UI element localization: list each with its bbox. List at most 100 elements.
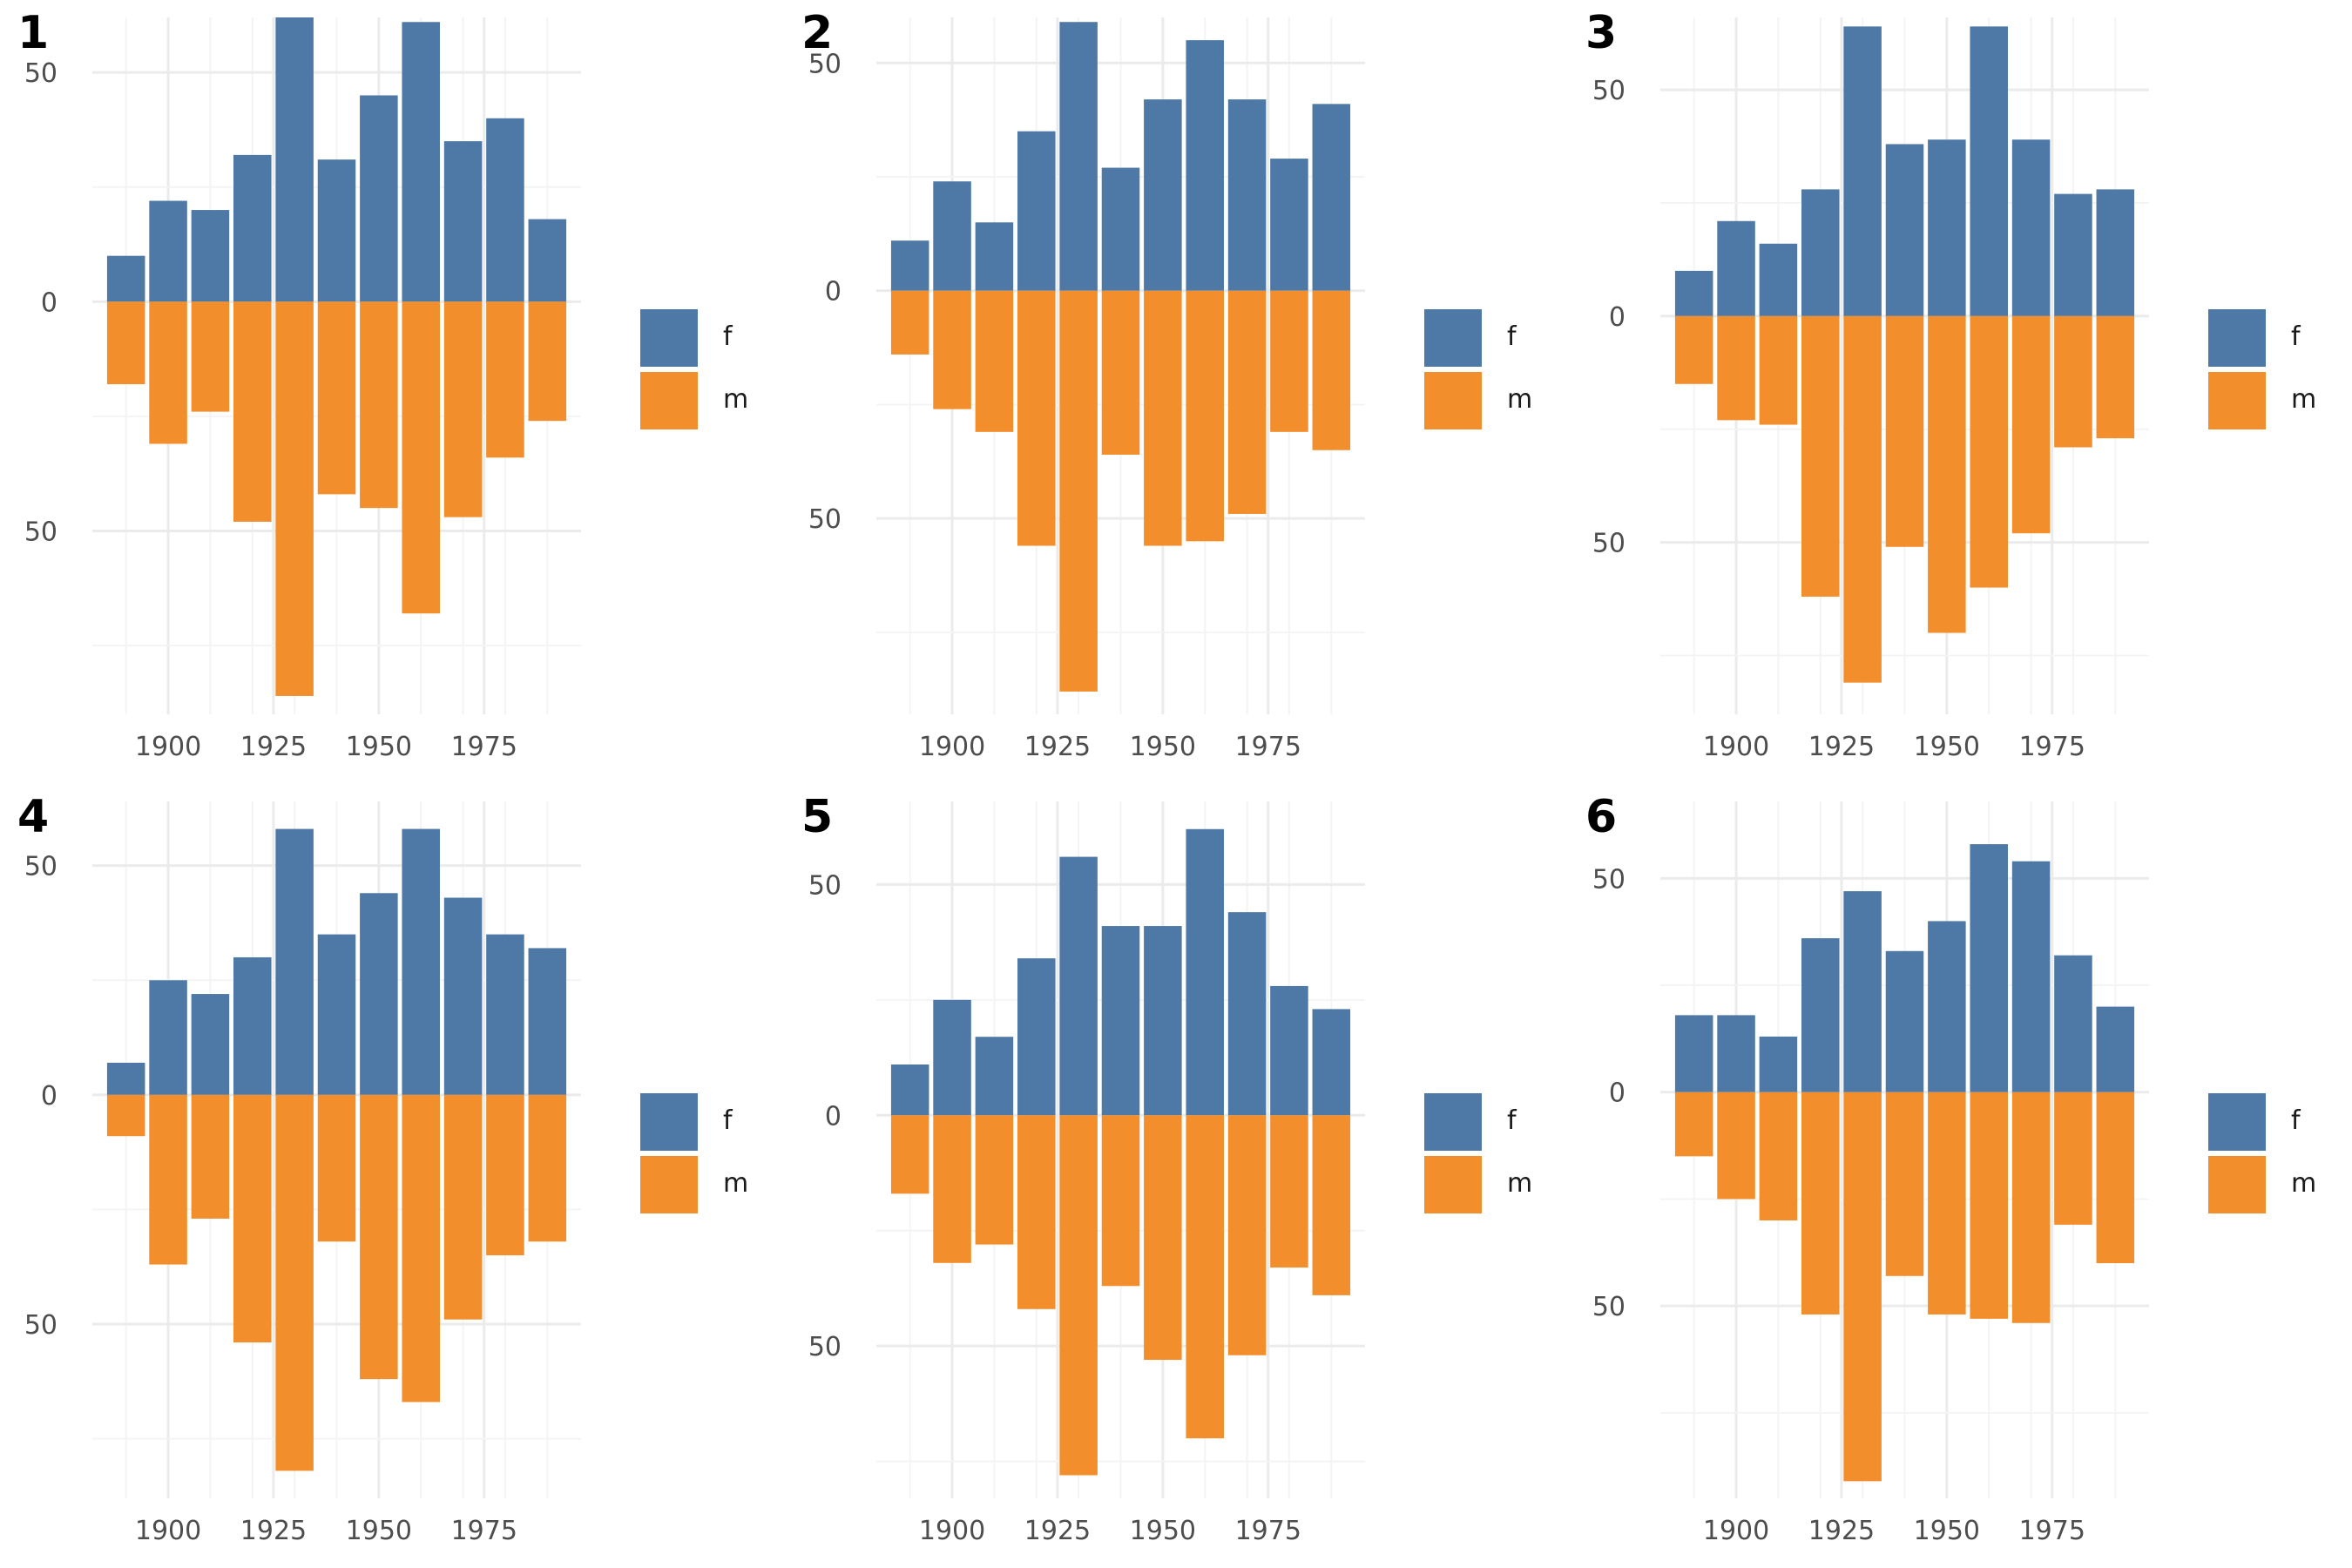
- bar-f: [1101, 926, 1140, 1116]
- bar-f: [1186, 828, 1224, 1116]
- bar-m: [975, 290, 1014, 432]
- bar-m: [1801, 1092, 1840, 1315]
- bar-f: [2054, 955, 2092, 1092]
- bar-f: [1717, 220, 1755, 316]
- bar-f: [1759, 243, 1798, 316]
- bar-m: [2011, 1092, 2051, 1323]
- bar-m: [1970, 315, 2008, 588]
- bar-f: [1970, 26, 2008, 316]
- legend-label-m: m: [723, 384, 749, 415]
- bar-f: [191, 994, 230, 1095]
- bar-f: [1928, 139, 1966, 316]
- chart-panel-6: 50 0 50 1900 1925 1950 1975 6 f m: [1568, 784, 2352, 1568]
- bar-m: [1717, 315, 1755, 421]
- bar-m: [1674, 1092, 1713, 1157]
- bar-m: [275, 301, 314, 696]
- bar-m: [402, 1094, 440, 1402]
- panel-tag: 2: [801, 7, 834, 59]
- x-tick-label: 1950: [1914, 1516, 1980, 1546]
- bar-m: [1144, 290, 1182, 546]
- legend-key-m: [640, 372, 698, 429]
- x-tick-label: 1925: [1808, 732, 1875, 762]
- bar-m: [1059, 1115, 1098, 1476]
- bar-f: [1227, 912, 1267, 1116]
- bar-f: [528, 219, 567, 302]
- bar-f: [933, 181, 971, 291]
- legend-label-m: m: [2291, 384, 2317, 415]
- bar-f: [275, 828, 314, 1095]
- bar-f: [933, 999, 971, 1116]
- y-tick-label: 50: [24, 58, 57, 89]
- bar-m: [149, 301, 187, 444]
- bar-f: [2011, 139, 2051, 316]
- bar-f: [1717, 1015, 1755, 1092]
- bar-f: [317, 159, 356, 302]
- bar-f: [191, 210, 230, 302]
- chart-panel-2: 50 0 50 1900 1925 1950 1975 2 f m: [784, 0, 1568, 784]
- y-tick-label: 50: [808, 504, 841, 535]
- bar-f: [106, 255, 145, 302]
- panel-tag: 1: [17, 7, 50, 59]
- legend-item-m: m: [640, 1156, 771, 1213]
- bar-m: [1270, 290, 1308, 432]
- legend-label-f: f: [723, 321, 733, 352]
- bar-f: [1059, 22, 1098, 291]
- x-tick-label: 1925: [1024, 1516, 1091, 1546]
- legend: f m: [1424, 1093, 1555, 1215]
- bar-f: [1843, 26, 1882, 316]
- bar-f: [975, 1037, 1014, 1116]
- legend-label-f: f: [1507, 321, 1517, 352]
- legend-label-m: m: [1507, 384, 1533, 415]
- bar-m: [317, 301, 356, 495]
- bar-m: [975, 1115, 1014, 1245]
- bar-m: [528, 301, 567, 422]
- bar-f: [149, 200, 187, 302]
- bar-f: [1144, 99, 1182, 291]
- bar-m: [443, 1094, 483, 1320]
- y-tick-label: 0: [825, 1101, 841, 1132]
- bar-m: [1843, 315, 1882, 683]
- panel-tag: 3: [1585, 7, 1618, 59]
- bar-f: [1843, 891, 1882, 1092]
- bar-m: [1227, 1115, 1267, 1355]
- bar-m: [1759, 315, 1798, 425]
- legend-label-f: f: [723, 1105, 733, 1136]
- bar-m: [360, 1094, 398, 1380]
- x-tick-label: 1950: [1130, 732, 1196, 762]
- y-tick-label: 0: [1609, 1078, 1625, 1109]
- bar-m: [233, 301, 272, 522]
- bar-f: [2096, 1006, 2135, 1092]
- bar-m: [191, 301, 230, 412]
- panel-tag: 5: [801, 791, 834, 843]
- bar-m: [402, 301, 440, 614]
- bar-m: [1885, 1092, 1924, 1276]
- chart-panel-3: 50 0 50 1900 1925 1950 1975 3 f m: [1568, 0, 2352, 784]
- bar-f: [149, 980, 187, 1095]
- bar-f: [1885, 144, 1924, 316]
- legend-item-f: f: [640, 309, 771, 367]
- bar-f: [1101, 167, 1140, 291]
- bar-m: [1059, 290, 1098, 692]
- bar-f: [1801, 189, 1840, 316]
- bar-m: [890, 1115, 929, 1194]
- bar-m: [149, 1094, 187, 1265]
- bar-f: [1144, 926, 1182, 1116]
- legend-item-f: f: [1424, 1093, 1555, 1151]
- legend-label-f: f: [2291, 1105, 2301, 1136]
- legend: f m: [2208, 1093, 2339, 1215]
- chart-1-plot: 50 0 50 1900 1925 1950 1975: [24, 17, 581, 762]
- x-tick-label: 1975: [2019, 1516, 2085, 1546]
- x-tick-label: 1950: [346, 1516, 412, 1546]
- bar-f: [1801, 938, 1840, 1092]
- legend-key-f: [1424, 1093, 1482, 1151]
- bar-f: [317, 934, 356, 1095]
- bar-m: [890, 290, 929, 355]
- x-tick-label: 1950: [1914, 732, 1980, 762]
- x-tick-label: 1950: [346, 732, 412, 762]
- bar-f: [1885, 950, 1924, 1092]
- bar-m: [1674, 315, 1713, 384]
- legend-item-f: f: [2208, 309, 2339, 367]
- bar-m: [1227, 290, 1267, 514]
- legend: f m: [2208, 309, 2339, 431]
